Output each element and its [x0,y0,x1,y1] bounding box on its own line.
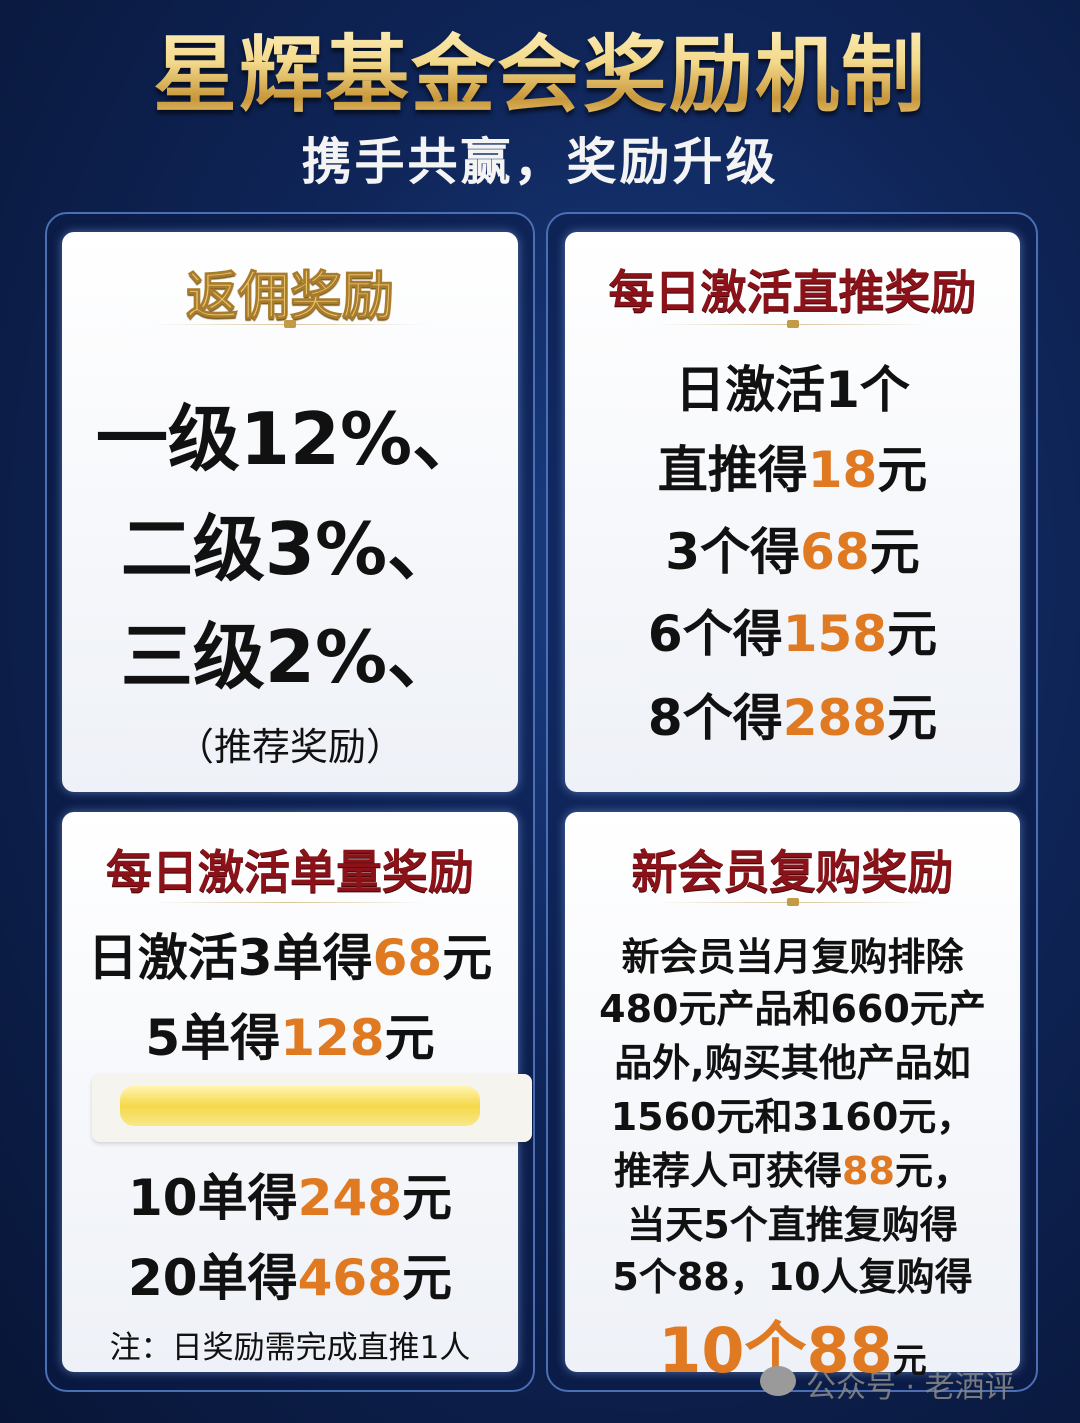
line-num: 128 [280,1009,385,1067]
line-pre: 3个得 [665,523,801,581]
poster-subtitle: 携手共赢，奖励升级 [301,133,779,191]
line-pre: 8个得 [647,689,783,747]
reward-line: 480元产品和660元产 [565,978,1020,1033]
reward-line: 1560元和3160元， [565,1086,1020,1141]
daily-direct-heading: 每日激活直推奖励 [608,265,977,319]
line-post: 元 [401,1249,452,1307]
line-num: 288 [782,689,888,747]
line-post: 元 [384,1009,435,1067]
divider-dot [786,320,799,328]
rebate-card: 返佣奖励 一级12%、 二级3%、 三级2%、 （推荐奖励） [62,232,518,792]
divider-dot [284,320,296,328]
line-num: 18 [807,441,878,499]
line-post: 元 [887,689,938,747]
line-post: 元 [877,441,928,499]
reward-line: 直推得18元 [565,430,1020,502]
line-num: 248 [297,1169,402,1227]
line-pre: 推荐人可获得 [614,1149,843,1193]
divider [153,902,427,903]
reward-line: 日激活3单得68元 [62,918,518,990]
rebate-level-3: 三级2%、 [120,615,460,699]
line-post: 元 [442,929,493,987]
line-num: 88 [842,1149,895,1193]
rebate-heading: 返佣奖励 [185,267,394,328]
line-num: 158 [782,605,888,663]
poster-title: 星辉基金会奖励机制 [0,8,1080,129]
reward-line: 6个得158元 [565,594,1020,666]
line-pre: 6个得 [647,605,783,663]
reward-line: 8个得288元 [565,678,1020,750]
line-pre: 新会员当月复购排除 [621,935,964,979]
reward-line: 推荐人可获得88元， [565,1140,1020,1195]
line-post: 元， [894,1149,971,1193]
line-num: 68 [372,929,443,987]
daily-orders-card: 每日激活单量奖励 日激活3单得68元 5单得128元 10单得248元 20单得468… [62,812,532,1372]
reward-line: 5单得128元 [62,998,518,1070]
line-num: 468 [297,1249,402,1307]
line-pre: 当天5个直推复购得 [627,1203,958,1247]
line-pre: 日激活3单得 [87,929,373,987]
line-post: 元 [869,523,920,581]
line-pre: 1560元和3160元， [610,1095,975,1139]
watermark: 公众号 · 老酒评 [806,1370,1015,1405]
line-pre: 日激活1个 [675,361,910,419]
wechat-icon [760,1366,796,1396]
daily-orders-heading: 每日激活单量奖励 [106,845,474,899]
reward-line: 新会员当月复购排除 [565,926,1020,981]
line-pre: 10单得 [128,1169,298,1227]
rebate-level-2: 二级3%、 [120,507,460,591]
divider-dot [786,898,799,906]
reward-line: 10单得248元 [62,1158,518,1230]
daily-direct-card: 每日激活直推奖励 日激活1个 直推得18元 3个得68元 6个得158元 8个得288元 [565,232,1020,792]
daily-orders-note: 注：日奖励需完成直推1人 [109,1330,471,1366]
reward-line: 当天5个直推复购得 [565,1194,1020,1249]
rebate-level-1: 一级12%、 [95,397,485,481]
reward-line: 5个88，10人复购得 [565,1246,1020,1301]
line-post: 元 [887,605,938,663]
reward-line: 3个得68元 [565,512,1020,584]
line-pre: 品外,购买其他产品如 [614,1041,971,1085]
unit: 元 [892,1341,927,1381]
reward-line: 品外,购买其他产品如 [565,1032,1020,1087]
line-post: 元 [401,1169,452,1227]
line-pre: 480元产品和660元产 [599,987,986,1031]
line-pre: 直推得 [657,441,808,499]
highlight-sticker [92,1074,532,1142]
rebate-note: （推荐奖励） [175,725,404,769]
reward-line: 20单得468元 [62,1238,518,1310]
reward-line: 日激活1个 [565,350,1020,422]
line-pre: 5单得 [145,1009,281,1067]
line-num: 68 [800,523,870,581]
repurchase-card: 新会员复购奖励 新会员当月复购排除 480元产品和660元产 品外,购买其他产品如 1… [565,812,1020,1387]
line-pre: 20单得 [128,1249,298,1307]
line-pre: 5个88，10人复购得 [612,1255,973,1299]
repurchase-heading: 新会员复购奖励 [631,845,954,899]
